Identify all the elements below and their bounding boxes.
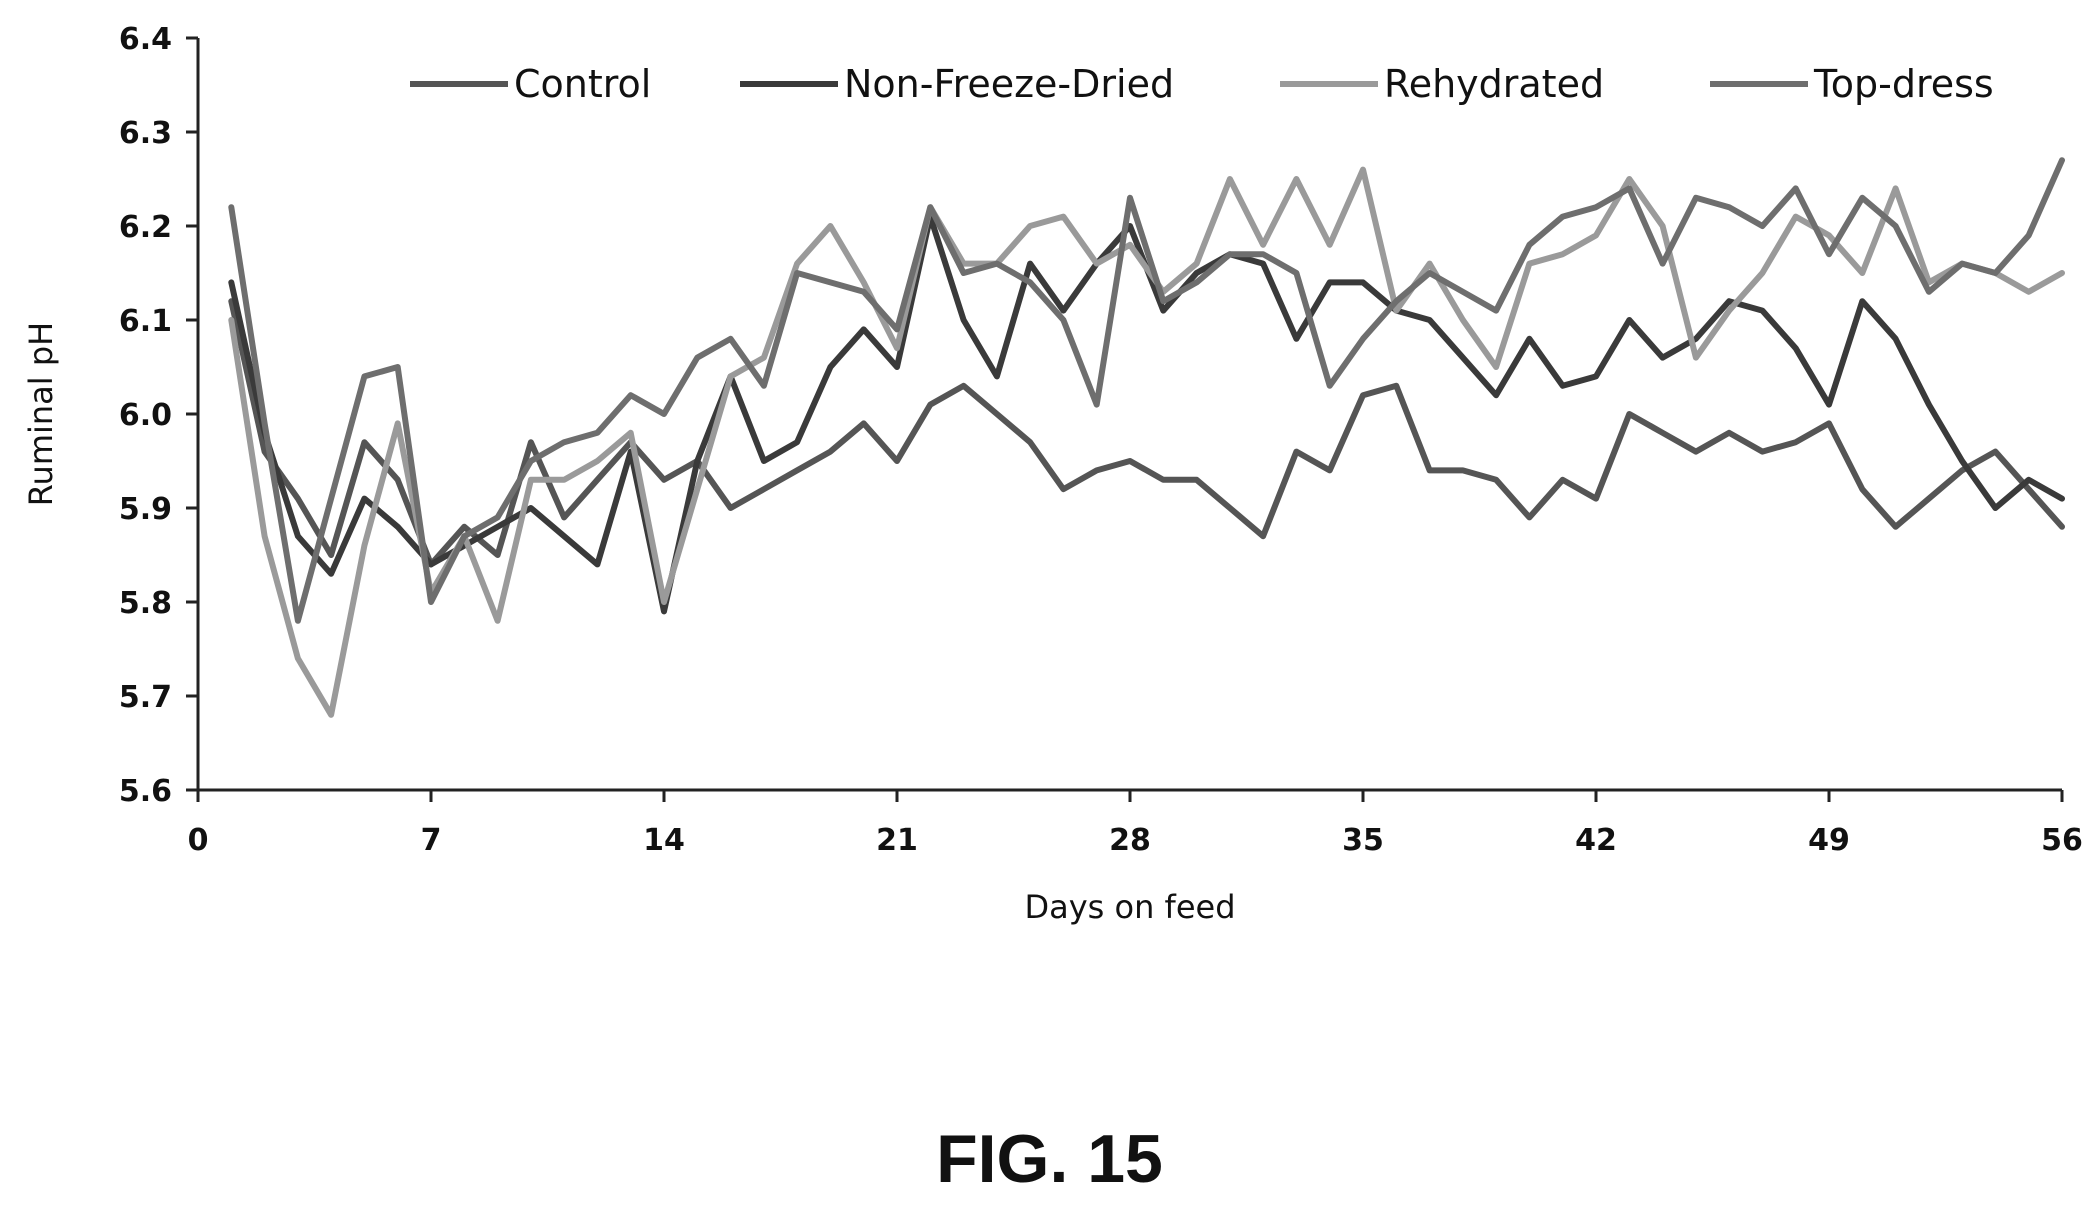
x-tick-label: 56 [2041,823,2083,858]
series-layer [228,157,2065,718]
y-tick-label: 5.8 [119,586,172,621]
x-axis-title: Days on feed [1024,888,1235,926]
y-tick-label: 6.1 [119,304,172,339]
figure-caption: FIG. 15 [936,1121,1163,1197]
x-tick-label: 7 [421,823,442,858]
x-tick-label: 21 [876,823,918,858]
y-tick-label: 5.7 [119,680,172,715]
x-tick-label: 35 [1342,823,1384,858]
y-tick-label: 6.4 [119,22,172,57]
x-tick-label: 0 [188,823,209,858]
y-tick-label: 5.6 [119,774,172,809]
x-tick-label: 28 [1109,823,1151,858]
x-tick-label: 14 [643,823,685,858]
legend-entry-top-dress: Top-dress [1710,62,1994,106]
legend-label: Top-dress [1813,62,1994,106]
y-tick-label: 6.2 [119,210,172,245]
y-tick-label: 6.0 [119,398,172,433]
legend-label: Control [514,62,651,106]
y-tick-label: 5.9 [119,492,172,527]
series-line-top-dress [228,157,2065,624]
y-tick-label: 6.3 [119,116,172,151]
x-tick-label: 42 [1575,823,1617,858]
y-axis-title: Ruminal pH [22,322,60,506]
x-tick-label: 49 [1808,823,1850,858]
legend: Control Non-Freeze-Dried Rehydrated Top-dre… [410,62,1994,106]
legend-entry-rehydrated: Rehydrated [1280,62,1604,106]
axes [196,38,2062,792]
legend-label: Rehydrated [1384,62,1604,106]
series-line-rehydrated [228,166,2065,718]
legend-entry-non-freeze-dried: Non-Freeze-Dried [740,62,1174,106]
legend-entry-control: Control [410,62,651,106]
series-line-non-freeze-dried [228,213,2065,615]
legend-label: Non-Freeze-Dried [844,62,1174,106]
tick-marks: 5.6 5.7 5.8 5.9 6.0 6.1 6.2 6.3 6.4 0 7 14 21 28 35 42 4… [119,22,2083,858]
